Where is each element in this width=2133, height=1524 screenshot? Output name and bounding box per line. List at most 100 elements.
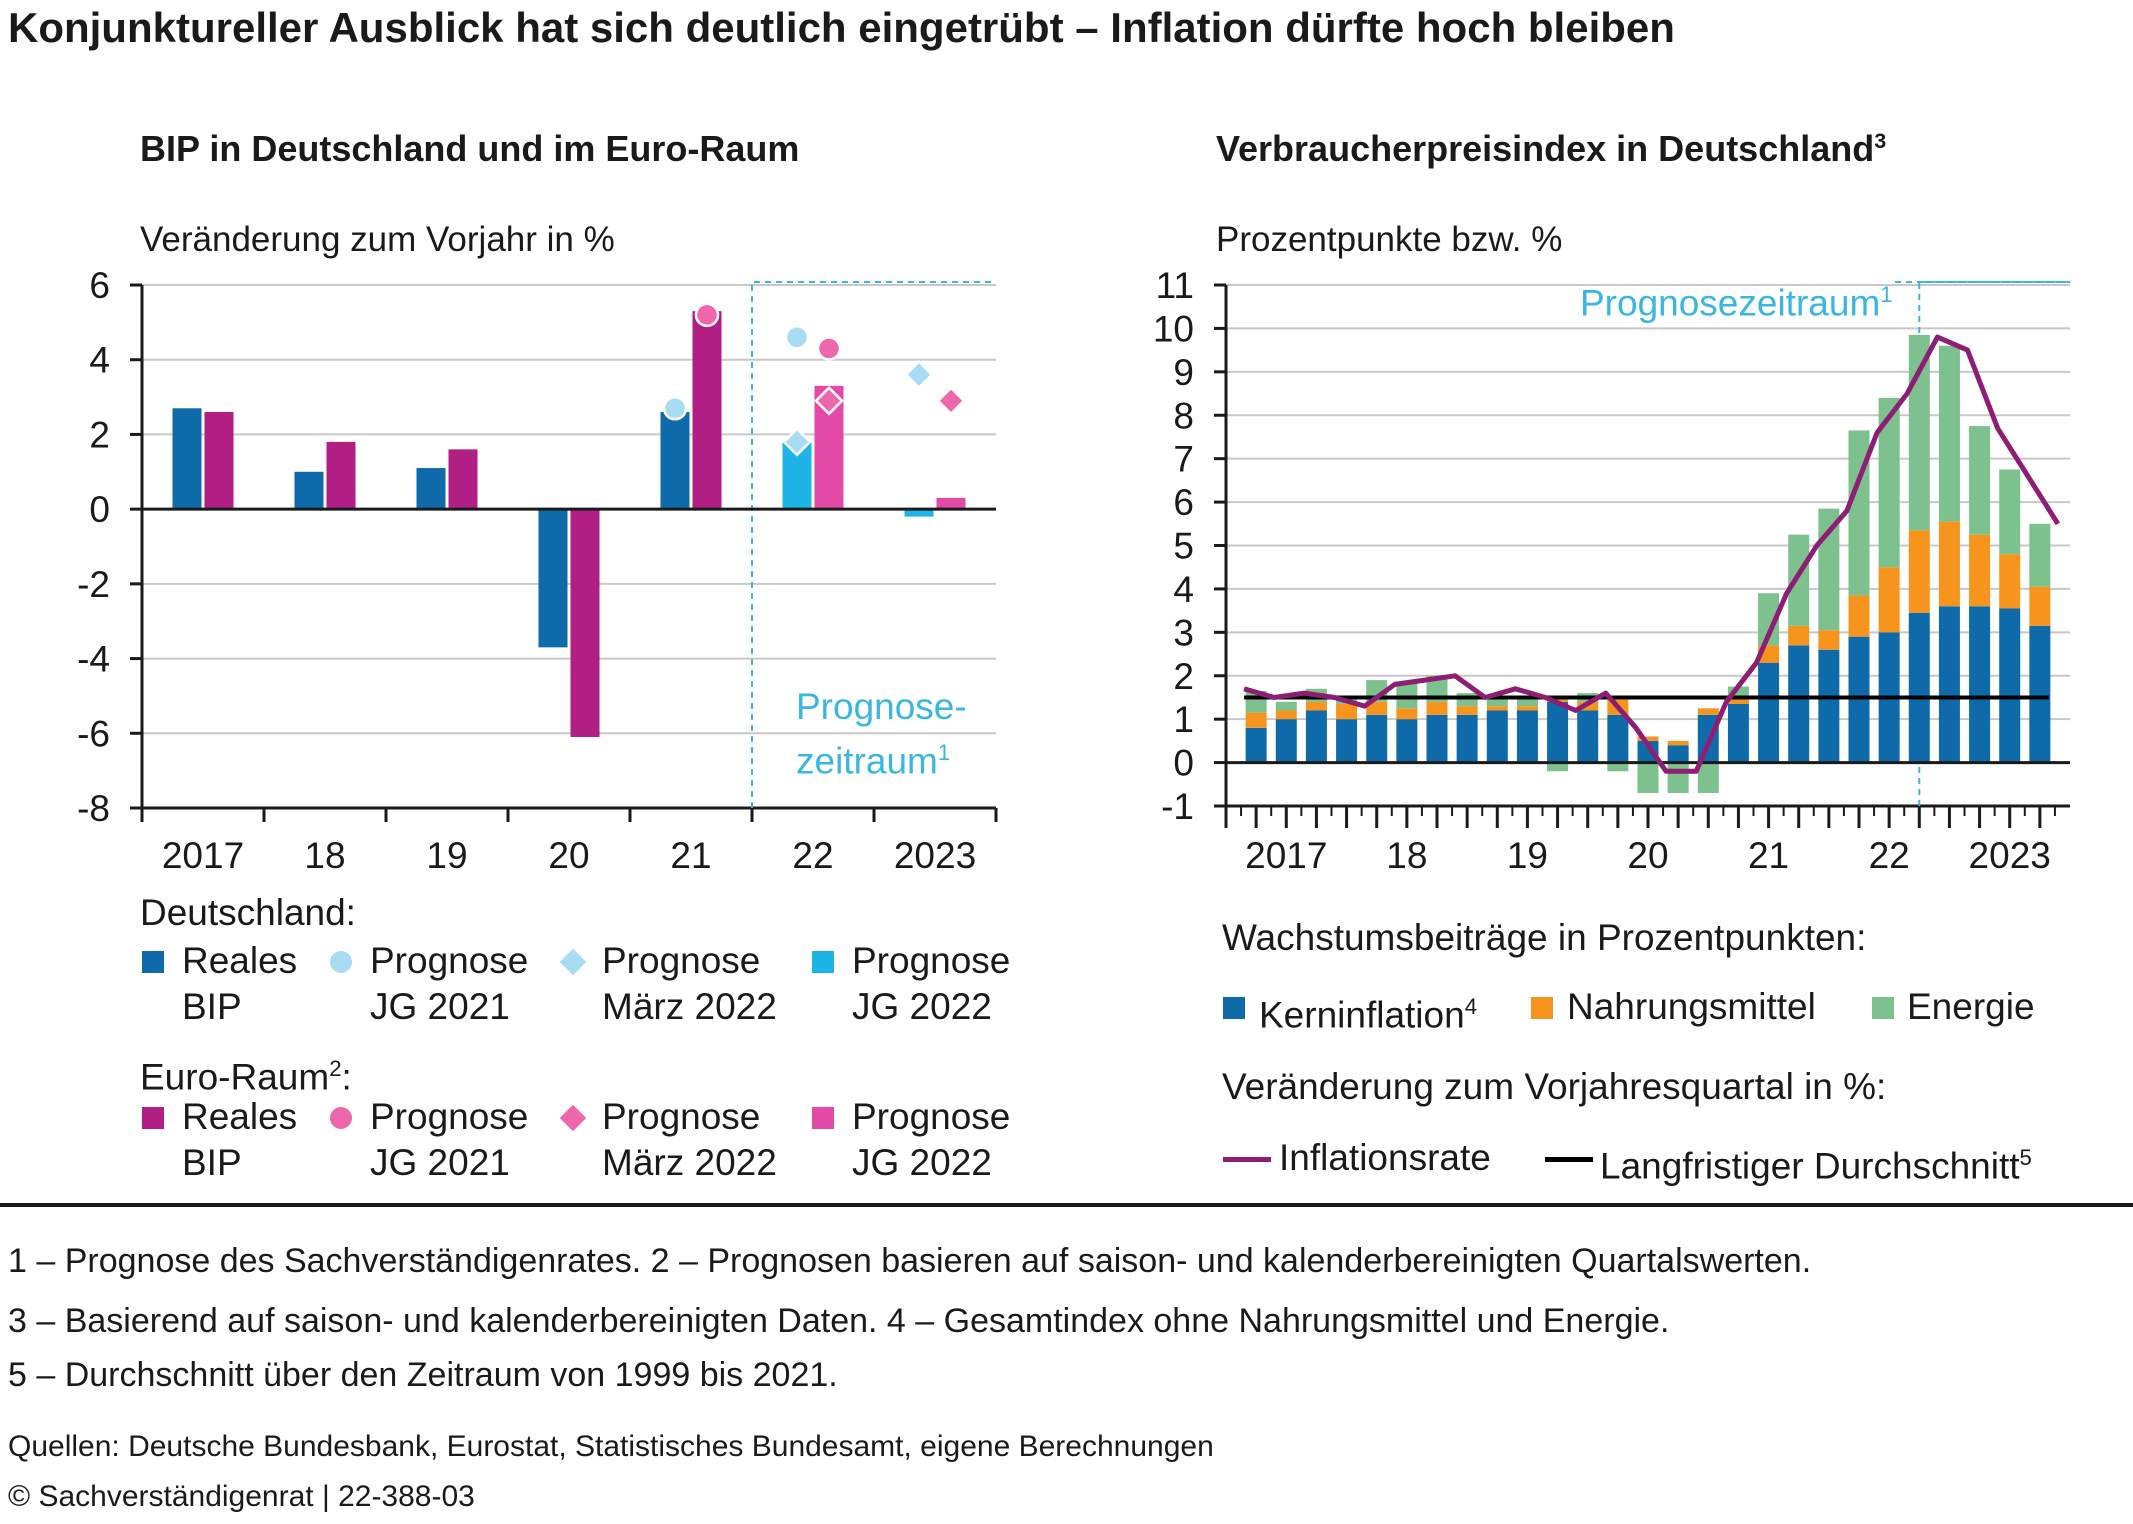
right-chart-subtitle: Verbraucherpreisindex in Deutschland3 [1216,128,1887,169]
right-y-tick-label: 5 [1173,526,1194,567]
page-title: Konjunktureller Ausblick hat sich deutli… [8,4,1675,51]
legend-energie-label: Energie [1907,986,2035,1027]
bar-nahrungsmittel [1727,697,1749,704]
left-y-tick-label: -8 [77,788,110,829]
bar-nahrungsmittel [1969,534,1991,607]
bar-kerninflation [1848,636,1870,763]
bar-kerninflation [1275,719,1297,763]
marker-de-jg2021 [784,325,810,350]
bar-kerninflation [1999,608,2021,763]
marker-de-maerz2022 [782,427,812,457]
bar-kerninflation [1788,645,1810,763]
bar-ea-bip [204,412,234,510]
legend-ea-reales-bip-label: Reales BIP [182,1094,297,1186]
left-x-tick-label: 2023 [894,835,976,876]
legend-de-prognose-maerz2022-label-line2: März 2022 [602,986,777,1027]
bar-nahrungsmittel [1848,595,1870,637]
bar-nahrungsmittel [1788,625,1810,646]
legend-ea-prognose-jg2022-label-line2: JG 2022 [852,1142,992,1183]
legend-de-reales-bip-label: Reales BIP [182,938,297,1030]
marker-ea-jg2021 [816,336,842,361]
bar-nahrungsmittel [1305,701,1327,711]
legend-de-prognose-jg2021-label-line2: JG 2021 [370,986,510,1027]
bar-nahrungsmittel [1818,630,1840,650]
right-y-tick-label: 3 [1173,612,1194,653]
bar-energie [1727,686,1749,698]
bar-kerninflation [1396,719,1418,763]
legend-ea-prognose-jg2021-label-line1: Prognose [370,1096,529,1137]
bar-nahrungsmittel [1245,712,1267,728]
right-x-tick-label: 18 [1386,835,1427,876]
bar-nahrungsmittel [1426,701,1448,715]
bar-ea-bip [326,441,356,510]
marker-ea-maerz2022 [814,386,844,416]
bar-energie [1697,762,1719,793]
footnote-3: 5 – Durchschnitt über den Zeitraum von 1… [8,1356,838,1394]
bar-kerninflation [1577,710,1599,763]
legend-energie-swatch [1872,997,1894,1019]
bar-kerninflation [1245,727,1267,763]
legend-de-reales-bip-label-line2: BIP [182,986,242,1027]
bar-energie [1637,762,1659,793]
right-y-tick-label: 8 [1173,395,1194,436]
right-x-tick-label: 19 [1507,835,1548,876]
left-x-tick-label: 21 [670,835,711,876]
bar-kerninflation [1938,606,1960,763]
legend-kern-label: Kerninflation4 [1259,994,1478,1036]
bar-nahrungsmittel [1366,701,1388,715]
left-x-tick-label: 18 [304,835,345,876]
bar-de-bip [172,408,202,510]
left-prognose-label: Prognose- zeitraum1 [796,686,967,782]
bar-kerninflation [1607,714,1629,763]
legend-ea-prognose-maerz2022-label-line1: Prognose [602,1096,761,1137]
legend-de-prognose-jg2022-label: Prognose JG 2022 [852,938,1010,1030]
bar-nahrungsmittel [1336,703,1358,720]
bar-de-bip [416,468,446,510]
bar-nahrungsmittel [1938,521,1960,607]
left-x-tick-label: 19 [426,835,467,876]
marker-ea-maerz2022 [936,386,966,416]
bar-nahrungsmittel [2029,586,2051,626]
bar-ea-bip [570,509,600,738]
right-y-tick-label: 7 [1173,439,1194,480]
legend-de-prognose-maerz2022-label-line1: Prognose [602,940,761,981]
legend-ea-prognose-jg2021-label: Prognose JG 2021 [370,1094,528,1186]
footnote-2: 3 – Basierend auf saison- und kalenderbe… [8,1302,1670,1340]
legend-de-prognose-jg2021-swatch [330,951,352,973]
bar-kerninflation [1456,714,1478,763]
left-y-tick-label: -4 [77,639,110,680]
marker-ea-jg2021 [694,302,720,328]
legend-inflation-line [1223,1157,1271,1162]
left-y-tick-label: 0 [89,489,110,530]
footnote-1: 1 – Prognose des Sachverständigenrates. … [8,1242,1812,1280]
bar-kerninflation [1426,714,1448,763]
left-y-tick-label: -2 [77,564,110,605]
bar-energie [1396,682,1418,709]
bar-kerninflation [1366,714,1388,763]
marker-de-maerz2022 [904,359,934,390]
left-chart-subtitle: BIP in Deutschland und im Euro-Raum [140,128,800,169]
bar-nahrungsmittel [1697,708,1719,715]
bar-energie [1938,345,1960,522]
left-y-tick-label: 2 [89,414,110,455]
legend-ea-prognose-maerz2022-label: Prognose März 2022 [602,1094,777,1186]
left-y-tick-label: -6 [77,713,110,754]
bar-energie [1908,334,1930,531]
legend-ea-prognose-jg2022-label: Prognose JG 2022 [852,1094,1010,1186]
bar-energie [1426,675,1448,702]
bar-de-bip [660,412,690,510]
legend-ea-prognose-jg2021-label-line2: JG 2021 [370,1142,510,1183]
bar-nahrungsmittel [1667,740,1689,746]
bar-energie [1547,762,1569,772]
bar-nahrungsmittel [1637,736,1659,741]
bar-kerninflation [2029,625,2051,763]
bar-de-bip [538,509,568,648]
right-y-tick-label: 11 [1156,265,1194,306]
left-x-tick-label: 20 [548,835,589,876]
bar-energie [1788,534,1810,626]
legend-de-prognose-jg2021-label: Prognose JG 2021 [370,938,528,1030]
legend-de-prognose-maerz2022-label: Prognose März 2022 [602,938,777,1030]
legend-de-prognose-jg2022-label-line1: Prognose [852,940,1011,981]
bar-energie [1999,469,2021,555]
